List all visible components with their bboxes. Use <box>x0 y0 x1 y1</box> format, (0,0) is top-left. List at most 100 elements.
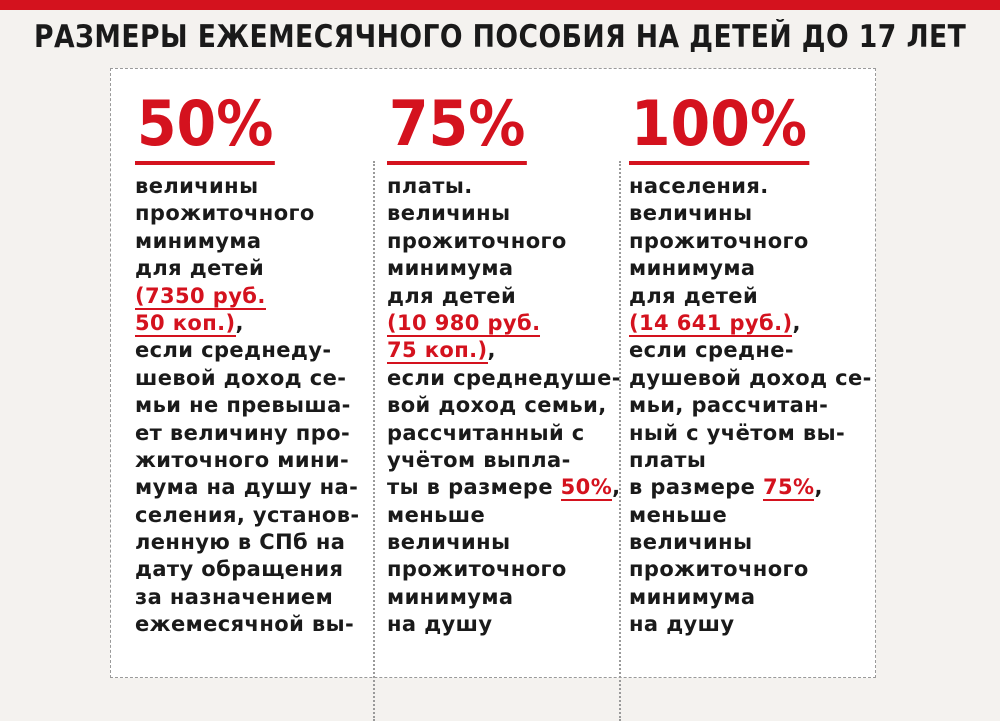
column-divider <box>373 161 375 721</box>
text-line: прожиточного <box>135 200 360 227</box>
page-title: РАЗМЕРЫ ЕЖЕМЕСЯЧНОГО ПОСОБИЯ НА ДЕТЕЙ ДО… <box>34 19 967 55</box>
top-accent-bar <box>0 0 1000 10</box>
line-text: ленную в СПб на <box>135 530 346 555</box>
text-line: величины <box>135 173 360 200</box>
line-text: ежемесячной вы- <box>135 612 355 637</box>
line-text: в размере <box>629 475 763 500</box>
text-line: минимума <box>387 255 621 282</box>
line-text: прожиточного <box>387 228 567 253</box>
line-text: мьи, рассчитан- <box>629 393 829 418</box>
line-text: житочного мини- <box>135 447 350 472</box>
line-text: величины <box>135 174 259 198</box>
line-text: на душу <box>387 612 493 637</box>
line-text: учётом выпла- <box>387 447 571 472</box>
line-text: величины <box>387 201 511 226</box>
line-text: прожиточного <box>135 201 315 226</box>
text-line: на душу <box>387 611 621 638</box>
line-text: за назначением <box>135 584 334 609</box>
text-line: величины <box>629 200 872 227</box>
text-line: душевой доход се- <box>629 365 872 392</box>
text-line: если среднеду- <box>135 337 360 364</box>
line-text: меньше <box>387 502 486 527</box>
line-punctuation: , <box>792 310 801 335</box>
text-line: дату обращения <box>135 556 360 583</box>
text-line: 75 коп.), <box>387 337 621 365</box>
line-text: населения. <box>629 174 769 198</box>
percent-heading: 100% <box>629 87 809 165</box>
percent-heading: 50% <box>135 87 276 165</box>
line-text: величины <box>629 530 753 555</box>
text-line: ленную в СПб на <box>135 529 360 556</box>
line-punctuation: , <box>612 475 621 500</box>
highlighted-amount: 75 коп.) <box>387 338 488 365</box>
line-text: если среднеду- <box>135 338 332 363</box>
line-text: если среднедуше- <box>387 365 621 390</box>
line-text: шевой доход се- <box>135 365 347 390</box>
line-text: минимума <box>629 584 756 609</box>
column-body: платы. величины прожиточного минимума для де… <box>387 173 621 639</box>
highlighted-amount: (10 980 руб. <box>387 310 541 337</box>
text-line: мьи, рассчитан- <box>629 392 872 419</box>
line-text: на душу <box>629 612 735 637</box>
text-line: за назначением <box>135 584 360 611</box>
column-100-percent: 100% населения. величины прожиточного миним… <box>629 87 872 639</box>
line-text: мума на душу на- <box>135 475 359 500</box>
text-line: минимума <box>135 228 360 255</box>
line-punctuation: , <box>487 338 496 363</box>
text-line: прожиточного <box>629 556 872 583</box>
line-punctuation: , <box>814 475 823 500</box>
text-line: (10 980 руб. <box>387 310 621 337</box>
line-text: селения, установ- <box>135 502 360 527</box>
line-text: платы. <box>387 174 473 198</box>
line-text: для детей <box>135 256 265 281</box>
text-line: прожиточного <box>387 228 621 255</box>
highlighted-amount: 50% <box>560 475 613 502</box>
text-line: для детей <box>629 283 872 310</box>
line-text: минимума <box>387 584 514 609</box>
line-text: душевой доход се- <box>629 365 872 390</box>
column-50-percent: 50% величины прожиточного минимума для дете… <box>135 87 360 639</box>
line-text: величины <box>629 201 753 226</box>
text-line: мьи не превыша- <box>135 392 360 419</box>
line-text: минимума <box>629 256 756 281</box>
text-line: селения, установ- <box>135 502 360 529</box>
text-line: житочного мини- <box>135 447 360 474</box>
text-line: 50 коп.), <box>135 310 360 337</box>
line-text: прожиточного <box>629 228 809 253</box>
text-line: прожиточного <box>387 556 621 583</box>
line-text: величины <box>387 530 511 555</box>
text-line: (7350 руб. <box>135 283 360 310</box>
line-text: минимума <box>387 256 514 281</box>
text-line: ты в размере 50%, <box>387 474 621 502</box>
percent-heading: 75% <box>387 87 528 165</box>
highlighted-amount: (7350 руб. <box>135 283 266 310</box>
text-line: ет величину про- <box>135 420 360 447</box>
line-text: прожиточного <box>387 557 567 582</box>
line-text: для детей <box>629 283 759 308</box>
column-body: населения. величины прожиточного минимума дл… <box>629 173 872 639</box>
text-line: платы. <box>387 173 621 200</box>
content-card: 50% величины прожиточного минимума для дете… <box>110 68 876 721</box>
highlighted-amount: 50 коп.) <box>135 310 236 337</box>
text-line: величины <box>387 529 621 556</box>
line-text: мьи не превыша- <box>135 393 351 418</box>
line-punctuation: , <box>235 310 244 335</box>
text-line: меньше <box>387 502 621 529</box>
text-line: для детей <box>387 283 621 310</box>
text-line: ежемесячной вы- <box>135 611 360 638</box>
text-line: учётом выпла- <box>387 447 621 474</box>
line-text: рассчитанный с <box>387 420 585 445</box>
text-line: в размере 75%, <box>629 474 872 502</box>
line-text: дату обращения <box>135 557 344 582</box>
line-text: ет величину про- <box>135 420 351 445</box>
text-line: платы <box>629 447 872 474</box>
text-line: прожиточного <box>629 228 872 255</box>
line-text: минимума <box>135 228 262 253</box>
line-text: ный с учётом вы- <box>629 420 846 445</box>
text-line: населения. <box>629 173 872 200</box>
column-divider <box>619 161 621 721</box>
highlighted-amount: (14 641 руб.) <box>629 310 793 337</box>
text-line: если среднедуше- <box>387 365 621 392</box>
line-text: для детей <box>387 283 517 308</box>
text-line: меньше <box>629 502 872 529</box>
